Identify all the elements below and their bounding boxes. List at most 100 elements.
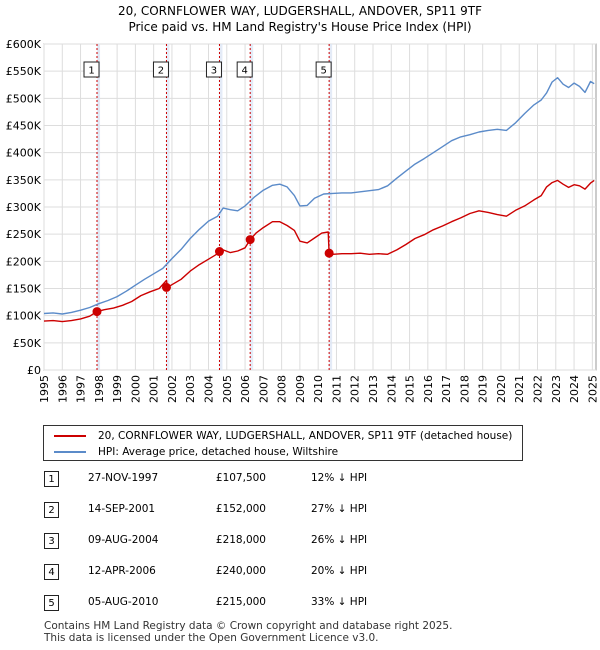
x-axis-labels: 1995 1996 1997 1998 1999 2000 2001 2002 2003 2004… (38, 375, 599, 403)
x-tick-label: 2006 (239, 375, 252, 403)
y-tick-label: £100K (6, 310, 42, 323)
table-row: 3 09-AUG-2004 £218,000 26% ↓ HPI (44, 533, 384, 551)
legend: 20, CORNFLOWER WAY, LUDGERSHALL, ANDOVER… (43, 425, 523, 461)
sale-label-number: 2 (158, 66, 164, 77)
sale-band (166, 44, 170, 370)
sale-hpi-delta: 12% ↓ HPI (311, 472, 368, 484)
sale-point-marker (245, 235, 255, 245)
sale-label-number: 3 (211, 66, 217, 77)
x-tick-label: 1995 (38, 375, 51, 403)
x-tick-label: 1999 (111, 375, 124, 403)
sale-label-box (83, 61, 100, 78)
x-tick-label: 2004 (203, 375, 216, 403)
sale-band (250, 44, 254, 370)
sale-label-number: 1 (88, 66, 94, 77)
sale-label-number: 4 (241, 66, 247, 77)
y-tick-label: £500K (6, 92, 42, 105)
legend-label-hpi: HPI: Average price, detached house, Wilt… (98, 446, 339, 458)
sale-bands: 1 2 3 4 5 (83, 44, 333, 370)
sale-number-badge: 3 (44, 533, 59, 549)
y-tick-label: £250K (6, 228, 42, 241)
y-tick-label: £50K (13, 337, 42, 350)
table-row: 1 27-NOV-1997 £107,500 12% ↓ HPI (44, 471, 384, 489)
sale-price: £107,500 (215, 472, 266, 484)
sale-price: £240,000 (215, 565, 266, 577)
legend-label-property: 20, CORNFLOWER WAY, LUDGERSHALL, ANDOVER… (98, 430, 513, 442)
price-chart: 1 2 3 4 5 £0 £50K £100K £150K £200K £250K £300K £35… (6, 38, 600, 403)
x-tick-label: 2015 (404, 375, 417, 403)
hpi-line (43, 76, 595, 315)
x-tick-label: 1997 (75, 375, 88, 403)
x-tick-label: 2014 (385, 375, 398, 403)
sale-number-badge: 5 (44, 595, 59, 611)
chart-title: 20, CORNFLOWER WAY, LUDGERSHALL, ANDOVER… (117, 4, 483, 18)
x-tick-label: 2012 (349, 375, 362, 403)
y-tick-label: £150K (6, 283, 42, 296)
sale-date: 14-SEP-2001 (88, 503, 156, 515)
y-tick-label: £550K (6, 65, 42, 78)
chart-title-block: 20, CORNFLOWER WAY, LUDGERSHALL, ANDOVER… (0, 3, 600, 35)
sale-date: 27-NOV-1997 (88, 472, 159, 484)
x-tick-label: 2025 (586, 375, 599, 403)
x-tick-label: 1998 (93, 375, 106, 403)
y-tick-label: £400K (6, 147, 42, 160)
sale-label-box (205, 61, 222, 78)
x-tick-label: 2007 (257, 375, 270, 403)
x-tick-label: 2000 (129, 375, 142, 403)
sale-band (329, 44, 333, 370)
x-tick-label: 2005 (221, 375, 234, 403)
y-tick-label: £600K (6, 38, 42, 51)
footer: Contains HM Land Registry data © Crown c… (44, 620, 452, 644)
sale-point-marker (92, 307, 102, 317)
y-tick-label: £450K (6, 120, 42, 133)
chart-subtitle: Price paid vs. HM Land Registry's House … (128, 20, 472, 34)
sale-markers (92, 235, 334, 317)
legend-swatch-hpi (54, 451, 86, 453)
x-tick-label: 2001 (148, 375, 161, 403)
y-tick-label: £300K (6, 201, 42, 214)
x-tick-label: 2009 (294, 375, 307, 403)
sale-hpi-delta: 33% ↓ HPI (311, 596, 368, 608)
y-axis-labels: £0 £50K £100K £150K £200K £250K £300K £350K £400… (6, 38, 42, 377)
sale-number-badge: 1 (44, 471, 59, 487)
table-row: 4 12-APR-2006 £240,000 20% ↓ HPI (44, 564, 384, 582)
x-tick-label: 2002 (166, 375, 179, 403)
sale-hpi-delta: 27% ↓ HPI (311, 503, 368, 515)
sale-hpi-delta: 26% ↓ HPI (311, 534, 368, 546)
sale-label-number: 5 (320, 66, 326, 77)
legend-swatch-property (54, 435, 86, 437)
sale-point-marker (324, 248, 334, 258)
x-tick-label: 1996 (56, 375, 69, 403)
property-price-line (43, 179, 595, 323)
sale-date: 05-AUG-2010 (88, 596, 159, 608)
sale-label-box (152, 61, 169, 78)
x-tick-label: 2013 (367, 375, 380, 403)
sale-price: £152,000 (215, 503, 266, 515)
y-tick-label: £350K (6, 174, 42, 187)
sale-hpi-delta: 20% ↓ HPI (311, 565, 368, 577)
sale-band (219, 44, 223, 370)
sale-date: 12-APR-2006 (88, 565, 156, 577)
y-tick-label: £200K (6, 255, 42, 268)
sale-point-marker (161, 282, 171, 292)
sale-band (97, 44, 101, 370)
x-tick-label: 2019 (477, 375, 490, 403)
x-tick-label: 2011 (330, 375, 343, 403)
series-lines (43, 76, 595, 323)
x-tick-label: 2010 (312, 375, 325, 403)
x-tick-label: 2003 (184, 375, 197, 403)
x-tick-label: 2017 (440, 375, 453, 403)
x-tick-label: 2021 (513, 375, 526, 403)
sale-date: 09-AUG-2004 (88, 534, 159, 546)
sale-price: £218,000 (215, 534, 266, 546)
legend-item-property: 20, CORNFLOWER WAY, LUDGERSHALL, ANDOVER… (54, 428, 512, 444)
sale-label-box (315, 61, 332, 78)
table-row: 5 05-AUG-2010 £215,000 33% ↓ HPI (44, 595, 384, 613)
grid-lines (43, 43, 596, 371)
x-tick-label: 2020 (495, 375, 508, 403)
table-row: 2 14-SEP-2001 £152,000 27% ↓ HPI (44, 502, 384, 520)
x-tick-label: 2023 (550, 375, 563, 403)
sale-point-marker (214, 247, 224, 257)
x-tick-label: 2008 (276, 375, 289, 403)
x-tick-label: 2022 (532, 375, 545, 403)
